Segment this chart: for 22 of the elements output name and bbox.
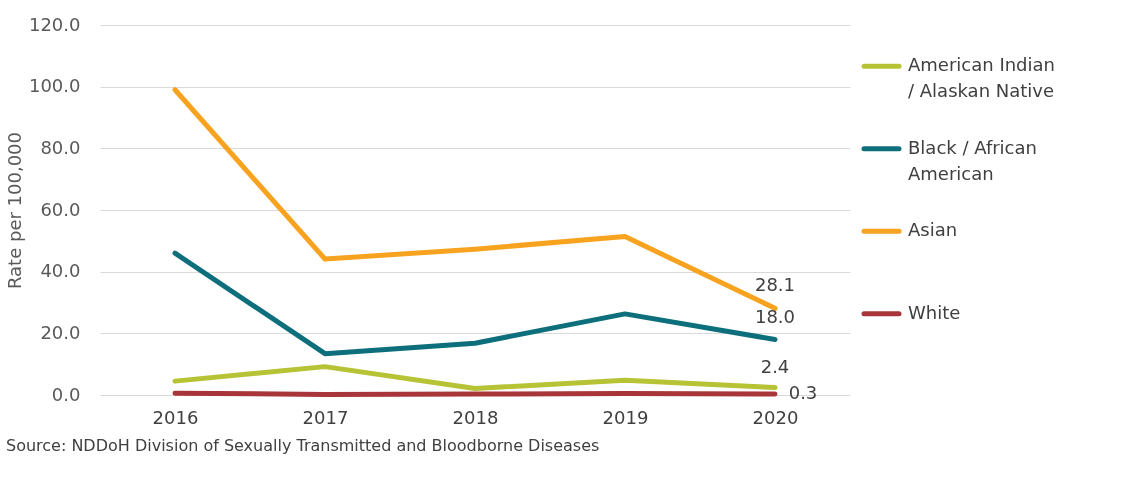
data-label: 28.1 bbox=[754, 274, 796, 296]
legend-label: American Indian / Alaskan Native bbox=[908, 54, 1055, 102]
data-label: 2.4 bbox=[760, 355, 790, 377]
y-tick-label: 20.0 bbox=[40, 321, 81, 343]
x-tick-label: 2018 bbox=[452, 406, 499, 428]
source-note: Source: NDDoH Division of Sexually Transmitted and Bloodborne Diseases bbox=[5, 435, 600, 455]
y-tick-label: 40.0 bbox=[40, 260, 81, 282]
y-tick-label: 120.0 bbox=[28, 13, 81, 35]
data-label: 0.3 bbox=[788, 382, 818, 404]
y-tick-label: 0.0 bbox=[51, 383, 81, 405]
y-tick-label: 80.0 bbox=[40, 136, 81, 158]
data-label: 18.0 bbox=[754, 305, 796, 327]
x-tick-label: 2016 bbox=[152, 406, 199, 428]
legend-label: Black / African American bbox=[908, 136, 1037, 184]
legend-label: White bbox=[908, 301, 961, 323]
x-tick-label: 2017 bbox=[302, 406, 349, 428]
x-tick-label: 2019 bbox=[602, 406, 649, 428]
x-tick-label: 2020 bbox=[752, 406, 799, 428]
y-tick-label: 60.0 bbox=[40, 198, 81, 220]
legend-label: Asian bbox=[908, 219, 958, 241]
y-tick-label: 100.0 bbox=[28, 75, 81, 97]
y-axis-title: Rate per 100,000 bbox=[3, 131, 25, 290]
